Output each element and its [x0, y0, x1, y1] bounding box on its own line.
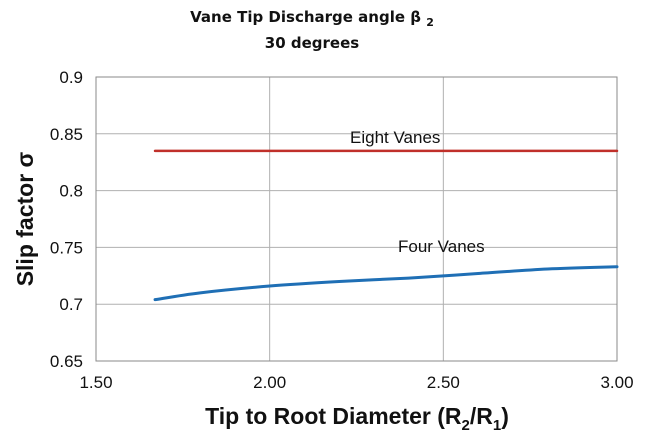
- series-label-eight-vanes: Eight Vanes: [350, 128, 440, 147]
- x-axis-title: Tip to Root Diameter (R2/R1): [205, 403, 509, 434]
- series-line-four-vanes: [153, 265, 619, 302]
- y-tick-label: 0.7: [59, 295, 83, 314]
- grid-layer: [96, 77, 617, 361]
- x-tick-label: 3.00: [600, 373, 633, 392]
- x-axis-title-part: Tip to Root Diameter (R: [205, 403, 462, 429]
- x-axis-title-subscript: 2: [462, 417, 470, 434]
- chart-title: Vane Tip Discharge angle β 2: [190, 8, 434, 29]
- tick-layer: 0.65 0.7 0.75 0.8 0.85 0.9 1.50 2.00 2.50 3.00: [50, 68, 634, 392]
- chart-subtitle: 30 degrees: [265, 34, 359, 52]
- chart-title-text: Vane Tip Discharge angle β: [190, 8, 421, 26]
- series-label-four-vanes: Four Vanes: [398, 237, 485, 256]
- x-axis-title-subscript: 1: [493, 417, 501, 434]
- chart-title-subscript: 2: [426, 16, 434, 29]
- x-tick-label: 2.50: [427, 373, 460, 392]
- x-axis-title-part: ): [501, 403, 509, 429]
- y-axis-title: Slip factor σ: [12, 151, 38, 286]
- y-tick-label: 0.75: [50, 238, 83, 257]
- x-axis-title-part: /R: [470, 403, 493, 429]
- y-tick-label: 0.65: [50, 352, 83, 371]
- plot-frame: [95, 76, 618, 362]
- y-tick-label: 0.8: [59, 182, 83, 201]
- x-tick-label: 1.50: [79, 373, 112, 392]
- series-layer: [153, 149, 619, 302]
- x-tick-label: 2.00: [253, 373, 286, 392]
- y-tick-label: 0.9: [59, 68, 83, 87]
- y-tick-label: 0.85: [50, 125, 83, 144]
